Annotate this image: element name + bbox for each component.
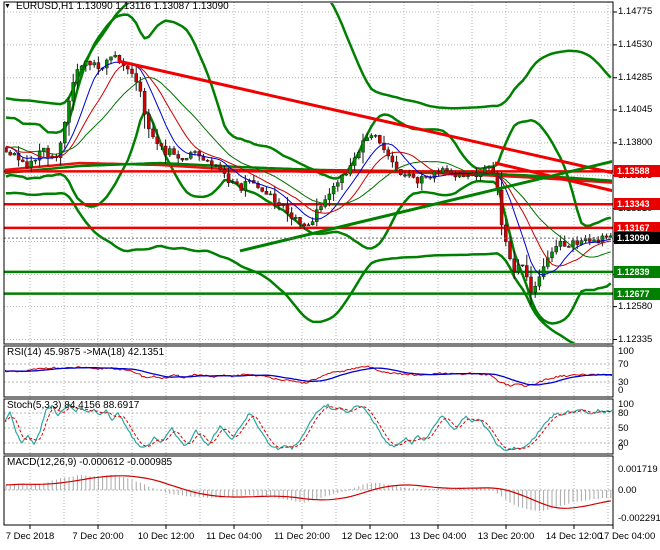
chart-title: ▼ EURUSD,H1 1.13090 1.13116 1.13087 1.13… — [4, 1, 229, 12]
level-price-badge: 1.12839 — [614, 266, 660, 278]
level-price-badge: 1.13343 — [614, 198, 660, 210]
time-axis-label: 14 Dec 12:00 — [545, 531, 603, 542]
time-axis-label: 11 Dec 20:00 — [274, 531, 330, 542]
time-axis-label: 7 Dec 20:00 — [72, 531, 124, 542]
level-price-badge: 1.13167 — [614, 222, 660, 234]
time-axis-label: 12 Dec 12:00 — [341, 531, 399, 542]
price-axis-label: 1.12580 — [618, 301, 653, 312]
price-axis-label: 1.14775 — [618, 6, 653, 17]
time-axis-label: 11 Dec 04:00 — [206, 531, 262, 542]
stoch-axis-label: 100 — [618, 399, 634, 410]
rsi-axis-label: 30 — [618, 377, 629, 388]
rsi-axis-label: 100 — [618, 346, 634, 357]
stoch-axis-label: 50 — [618, 423, 629, 434]
trendlines-layer — [117, 59, 618, 253]
time-axis-label: 7 Dec 2018 — [5, 531, 55, 542]
candles-layer — [5, 51, 612, 306]
stoch-axis-label: 80 — [618, 408, 629, 419]
time-axis-label: 17 Dec 04:00 — [598, 531, 656, 542]
macd-pane-label: MACD(12,26,9) -0.000612 -0.000985 — [7, 457, 173, 468]
time-axis-label: 13 Dec 04:00 — [409, 531, 467, 542]
pane-borders-layer — [3, 1, 614, 526]
rsi-pane-label: RSI(14) 45.9875 ->MA(18) 42.1351 — [7, 347, 165, 358]
time-axis-label: 10 Dec 12:00 — [137, 531, 195, 542]
price-axis-label: 1.14530 — [618, 39, 653, 50]
long-ma-layer — [5, 161, 612, 184]
trendline-descending-resistance-2[interactable] — [494, 161, 618, 193]
macd-axis-label: 0.00 — [618, 485, 637, 496]
rsi-axis-label: 0 — [618, 385, 624, 396]
macd-axis-label: -0.002291 — [618, 513, 660, 524]
axis-ticks-layer — [29, 11, 617, 529]
price-axis-label: 1.13800 — [618, 137, 653, 148]
trendline-descending-resistance-1[interactable] — [117, 59, 618, 175]
bollinger-band-set-1 — [5, 13, 612, 325]
ma-lines-layer — [5, 61, 611, 276]
stoch-layer — [5, 403, 612, 452]
time-axis-label: 13 Dec 20:00 — [477, 531, 535, 542]
stoch-axis-label: 20 — [618, 438, 629, 449]
stoch-pane-label: Stoch(5,3,3) 84.4156 88.6917 — [7, 400, 140, 411]
rsi-layer — [5, 365, 612, 387]
bollinger-bands-layer — [5, 3, 612, 343]
stoch-axis-label: 0 — [618, 442, 624, 453]
chart-title-text: EURUSD,H1 1.13090 1.13116 1.13087 1.1309… — [15, 1, 229, 12]
macd-layer — [5, 474, 612, 511]
price-axis-label: 1.12335 — [618, 334, 653, 345]
level-price-badge: 1.12677 — [614, 288, 660, 300]
chart-marker-icon[interactable]: ▼ — [4, 3, 11, 10]
macd-axis-label: 0.001719 — [618, 464, 658, 475]
trendline-ascending-support[interactable] — [239, 159, 618, 253]
price-axis-label: 1.14045 — [618, 104, 653, 115]
bollinger-band-set-2 — [5, 3, 612, 343]
current-price-badge: 1.13090 — [614, 232, 660, 244]
price-axis-label: 1.14285 — [618, 72, 653, 83]
rsi-axis-label: 70 — [618, 359, 629, 370]
level-price-badge: 1.13588 — [614, 165, 660, 177]
